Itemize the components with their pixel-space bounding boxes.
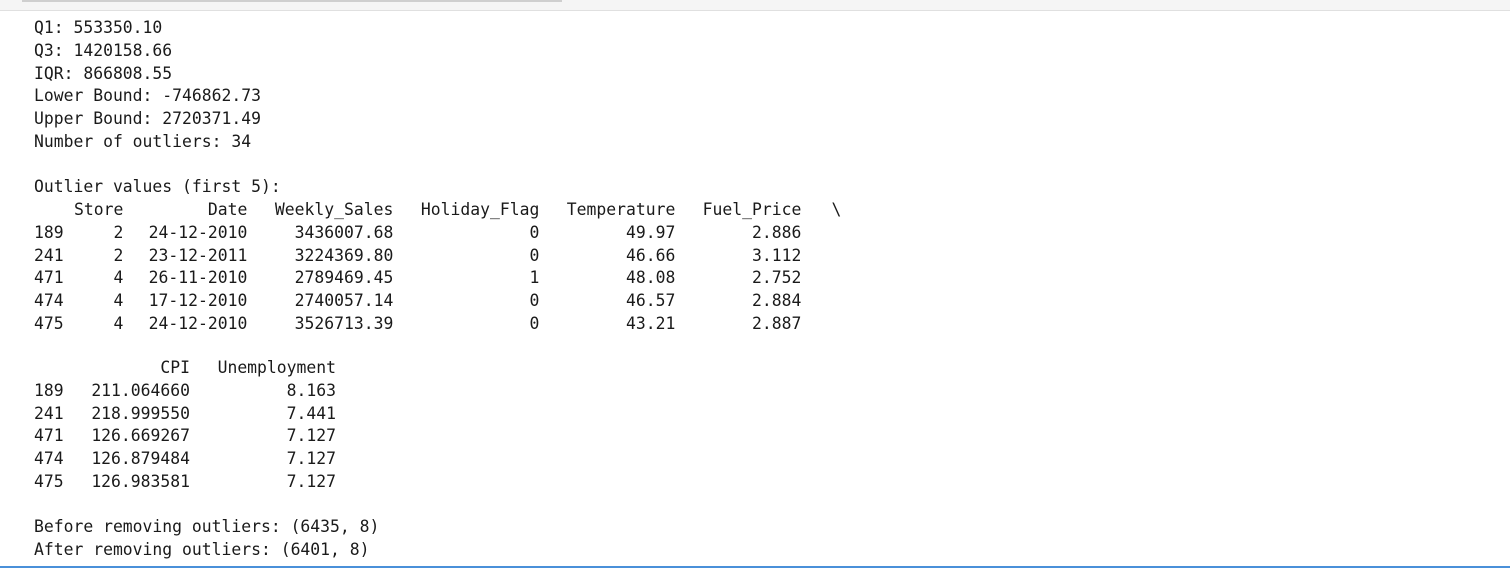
table-row: 475 4 24-12-2010 3526713.39 0 43.21 2.88… [34, 313, 841, 336]
table-cell: 211.064660 [91, 380, 190, 400]
cell-bottom-border [0, 566, 1510, 568]
row-index: 241 [34, 245, 64, 265]
table-cell: 126.879484 [91, 449, 190, 468]
table-cell: 2 [113, 222, 124, 242]
table-cell: 2.884 [752, 291, 802, 310]
table-cell: 26-11-2010 [148, 268, 248, 288]
line-continuation-marker: \ [831, 200, 842, 219]
horizontal-scrollbar[interactable] [22, 0, 562, 2]
table-cell: 8.163 [286, 380, 336, 400]
table-cell: 2789469.45 [294, 268, 394, 288]
table-row: 471 4 26-11-2010 2789469.45 1 48.08 2.75… [34, 267, 841, 290]
table-cell: 126.669267 [91, 426, 190, 446]
row-index: 474 [34, 291, 64, 310]
outlier-values-heading: Outlier values (first 5): [34, 177, 281, 196]
table-row: 474 4 17-12-2010 2740057.14 0 46.57 2.88… [34, 290, 841, 313]
table-cell: 3224369.80 [294, 245, 394, 265]
table-cell: 7.127 [286, 471, 336, 491]
table-cell: 0 [529, 291, 540, 310]
row-index: 471 [34, 426, 64, 446]
table-cell: 23-12-2011 [148, 245, 248, 265]
column-header: CPI [160, 358, 190, 377]
table-cell: 48.08 [626, 268, 676, 288]
table-row: 189 211.064660 8.163 [34, 380, 336, 403]
table-cell: 46.57 [626, 291, 676, 310]
outlier-table-part-2: CPI Unemployment 189 211.064660 8.163 24… [34, 357, 336, 494]
row-index: 189 [34, 222, 64, 242]
q1-line: Q1: 553350.10 [34, 18, 163, 37]
index-header [34, 199, 74, 222]
row-index: 475 [34, 471, 64, 491]
cell-output-area [0, 11, 1510, 566]
column-header: Temperature [566, 200, 676, 219]
table-cell: 24-12-2010 [148, 222, 248, 242]
upper-bound-line: Upper Bound: 2720371.49 [34, 109, 261, 128]
column-header: Store [74, 200, 124, 219]
table-cell: 126.983581 [91, 471, 190, 491]
iqr-stats-block: Q1: 553350.10 Q3: 1420158.66 IQR: 866808.5… [34, 17, 261, 154]
table-cell: 0 [529, 245, 540, 265]
after-shape-line: After removing outliers: (6401, 8) [34, 539, 370, 559]
table-row: 474 126.879484 7.127 [34, 448, 336, 471]
q3-line: Q3: 1420158.66 [34, 40, 173, 60]
table-cell: 49.97 [626, 222, 676, 242]
table-cell: 4 [113, 268, 124, 288]
table-cell: 218.999550 [91, 403, 190, 423]
table-row: 241 2 23-12-2011 3224369.80 0 46.66 3.11… [34, 245, 841, 268]
table-cell: 17-12-2010 [148, 291, 248, 310]
table-row: 475 126.983581 7.127 [34, 471, 336, 494]
table-cell: 24-12-2010 [148, 313, 248, 333]
row-index: 474 [34, 449, 64, 468]
column-header: Date [207, 200, 248, 219]
row-index: 475 [34, 313, 64, 333]
table-cell: 7.441 [286, 403, 336, 423]
table-cell: 2.887 [752, 313, 802, 333]
table-cell: 2 [113, 245, 124, 265]
table-row: 241 218.999550 7.441 [34, 403, 336, 426]
column-header: Weekly_Sales [274, 200, 394, 219]
table-header-row: Store Date Weekly_Sales Holiday_Flag Tem… [34, 199, 841, 222]
table-cell: 7.127 [286, 426, 336, 446]
row-index: 189 [34, 380, 64, 400]
index-header [34, 357, 74, 380]
table-cell: 3.112 [752, 245, 802, 265]
table-header-row: CPI Unemployment [34, 357, 336, 380]
lower-bound-line: Lower Bound: -746862.73 [34, 86, 261, 106]
table-cell: 0 [529, 313, 540, 333]
table-cell: 0 [529, 222, 540, 242]
column-header: Unemployment [217, 358, 336, 377]
table-row: 189 2 24-12-2010 3436007.68 0 49.97 2.88… [34, 222, 841, 245]
table-cell: 43.21 [626, 313, 676, 333]
table-cell: 3436007.68 [294, 222, 394, 242]
row-index: 241 [34, 403, 64, 423]
table-cell: 2.752 [752, 268, 802, 288]
shape-summary-block: Before removing outliers: (6435, 8) After… [34, 516, 379, 562]
before-shape-line: Before removing outliers: (6435, 8) [34, 517, 380, 536]
table-cell: 1 [529, 268, 540, 288]
cell-top-edge [0, 0, 1510, 11]
row-index: 471 [34, 268, 64, 288]
outlier-count-line: Number of outliers: 34 [34, 131, 252, 151]
table-cell: 2740057.14 [294, 291, 394, 310]
table-cell: 7.127 [286, 449, 336, 468]
table-cell: 4 [113, 291, 124, 310]
table-row: 471 126.669267 7.127 [34, 425, 336, 448]
table-cell: 2.886 [752, 222, 802, 242]
column-header: Fuel_Price [702, 200, 802, 219]
outlier-table-part-1: Store Date Weekly_Sales Holiday_Flag Tem… [34, 199, 841, 336]
iqr-line: IQR: 866808.55 [34, 63, 173, 83]
table-cell: 4 [113, 313, 124, 333]
table-cell: 46.66 [626, 245, 676, 265]
table-cell: 3526713.39 [294, 313, 394, 333]
column-header: Holiday_Flag [420, 200, 540, 219]
